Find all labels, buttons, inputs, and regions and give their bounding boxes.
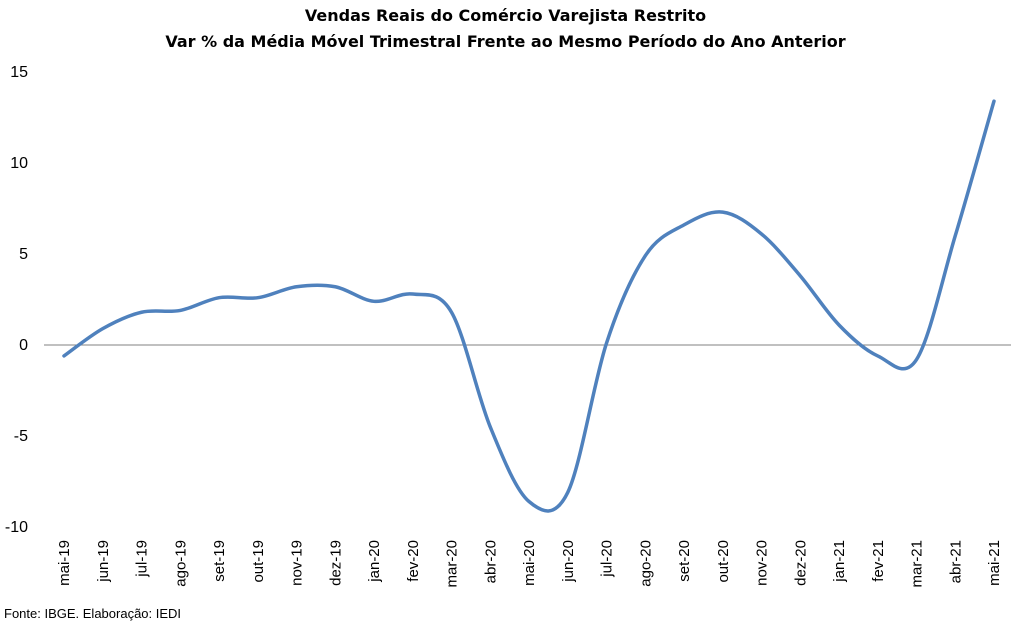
x-tick-label: mai-21	[986, 540, 1003, 586]
x-tick-label: set-19	[211, 540, 228, 582]
x-tick-label: jul-20	[599, 540, 616, 578]
x-tick-label: dez-19	[327, 540, 344, 586]
data-point	[644, 254, 647, 257]
x-tick-label: dez-20	[792, 540, 809, 586]
data-point	[721, 211, 724, 214]
data-point	[295, 285, 298, 288]
x-tick-label: nov-20	[754, 540, 771, 586]
data-point	[450, 311, 453, 314]
x-tick-label: abr-21	[947, 540, 964, 583]
x-tick-label: out-20	[715, 540, 732, 583]
x-tick-label: mar-21	[909, 540, 926, 588]
series-line	[62, 99, 996, 513]
y-tick-label: -5	[14, 428, 28, 445]
data-point	[915, 358, 918, 361]
data-point	[993, 100, 996, 103]
x-tick-label: jul-19	[134, 540, 151, 578]
data-point	[683, 223, 686, 226]
data-point	[566, 491, 569, 494]
x-tick-label: jun-19	[95, 540, 112, 583]
chart-title: Vendas Reais do Comércio Varejista Restr…	[304, 6, 707, 25]
source-note: Fonte: IBGE. Elaboração: IEDI	[4, 606, 182, 621]
data-point	[218, 296, 221, 299]
chart-subtitle: Var % da Média Móvel Trimestral Frente a…	[165, 32, 846, 51]
x-tick-label: out-19	[250, 540, 267, 583]
x-tick-label: nov-19	[289, 540, 306, 586]
x-tick-label: mai-19	[56, 540, 73, 586]
y-tick-label: 0	[19, 337, 28, 354]
data-point	[334, 285, 337, 288]
data-point	[101, 327, 104, 330]
data-point	[605, 342, 608, 345]
x-tick-label: fev-21	[870, 540, 887, 582]
x-tick-label: mar-20	[444, 540, 461, 588]
data-point	[140, 311, 143, 314]
y-tick-label: 10	[10, 155, 28, 172]
x-tick-label: abr-20	[482, 540, 499, 583]
data-point	[489, 425, 492, 428]
data-point	[528, 500, 531, 503]
data-point	[373, 300, 376, 303]
data-point	[179, 309, 182, 312]
x-tick-label: mai-20	[521, 540, 538, 586]
x-tick-label: ago-20	[637, 540, 654, 587]
x-tick-label: jan-21	[831, 540, 848, 583]
x-tick-label: set-20	[676, 540, 693, 582]
data-point	[256, 296, 259, 299]
data-point	[838, 323, 841, 326]
data-point	[63, 354, 66, 357]
data-point	[954, 234, 957, 237]
data-point	[799, 274, 802, 277]
y-tick-label: 15	[10, 64, 28, 81]
data-point	[411, 293, 414, 296]
x-tick-label: fev-20	[405, 540, 422, 582]
x-tick-label: jun-20	[560, 540, 577, 583]
y-tick-label: 5	[19, 246, 28, 263]
data-point	[876, 354, 879, 357]
data-point	[760, 232, 763, 235]
x-tick-label: ago-19	[172, 540, 189, 587]
x-tick-label: jan-20	[366, 540, 383, 583]
y-tick-label: -10	[5, 519, 28, 536]
